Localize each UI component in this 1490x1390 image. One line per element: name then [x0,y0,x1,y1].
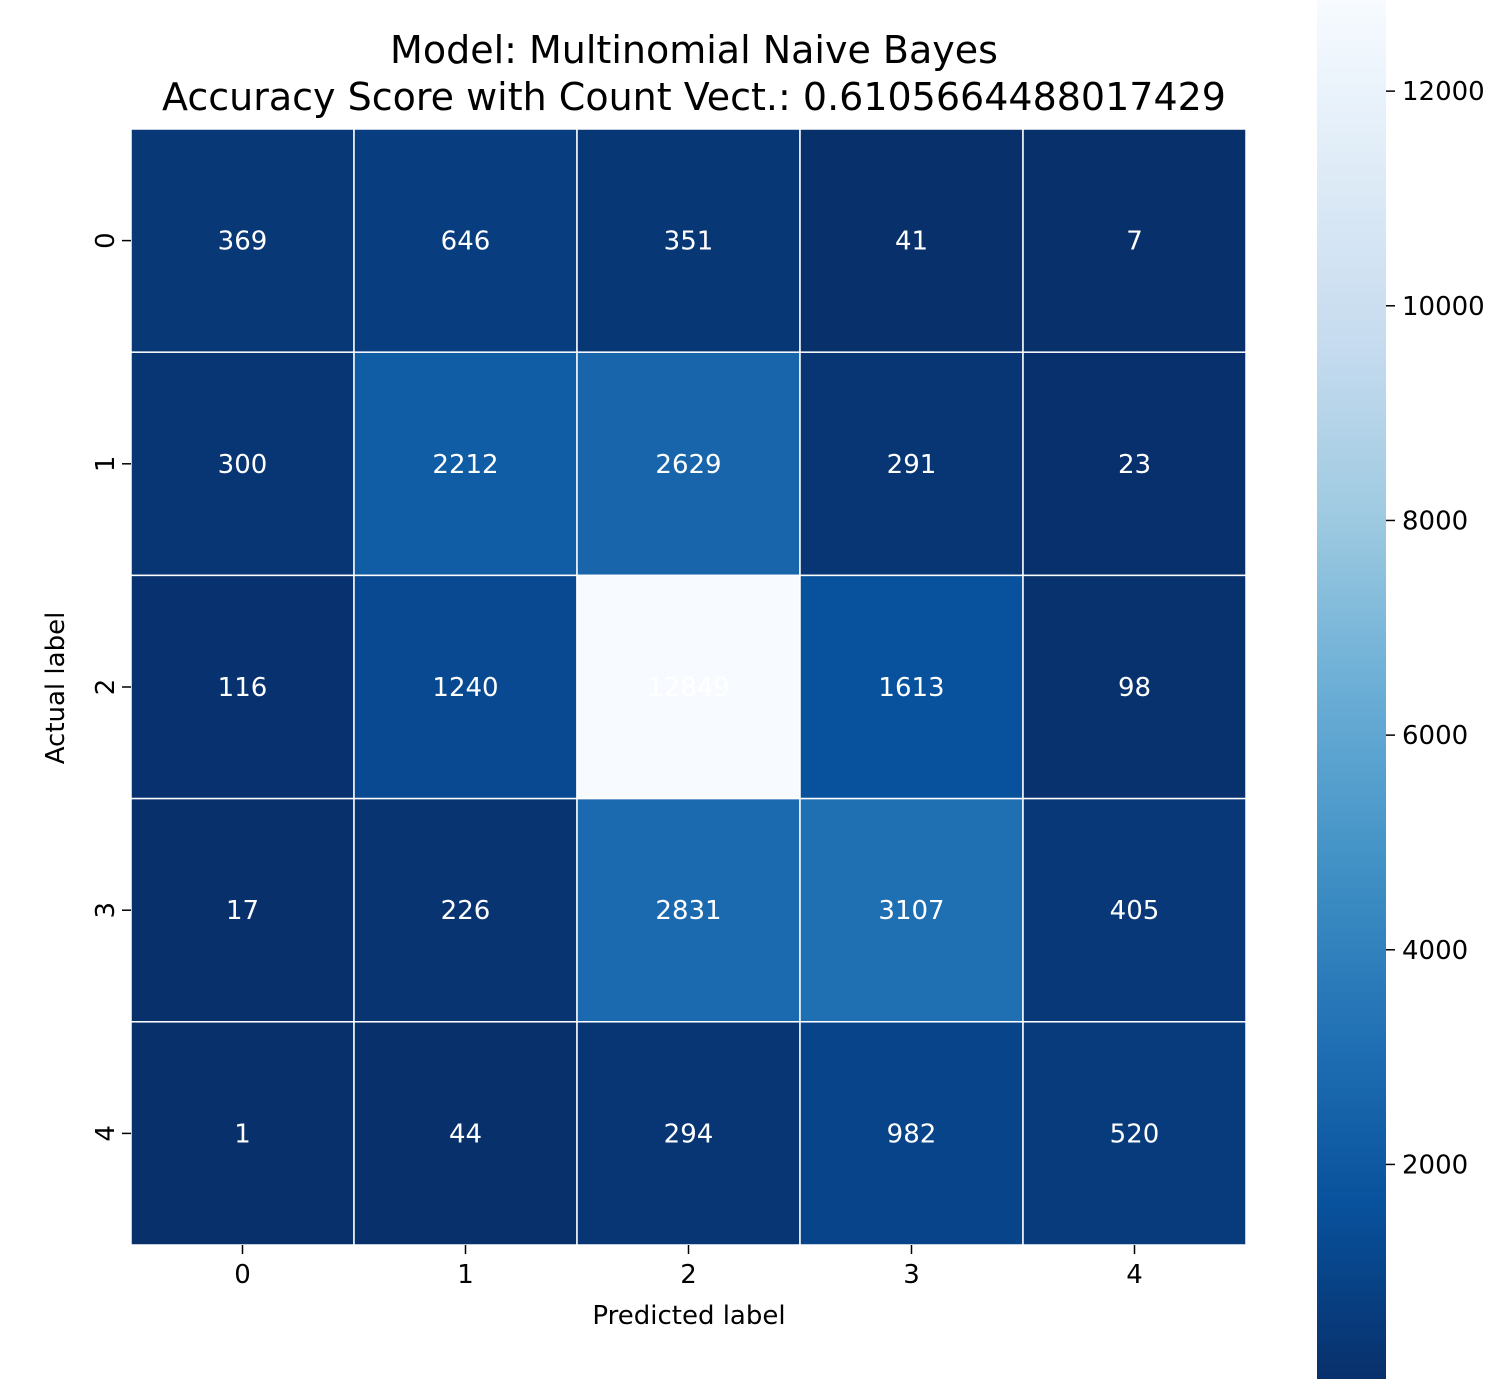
colorbar-tick-label-6000: 6000 [1402,721,1468,751]
cell-value-r3-c0: 17 [226,896,259,926]
chart-title-line-2: Accuracy Score with Count Vect.: 0.61056… [162,75,1226,119]
y-tick-label-4: 4 [91,1125,121,1142]
heatmap-cell-r3-c1 [353,797,578,1023]
x-tick-label-3: 3 [903,1260,920,1290]
cell-value-r1-c0: 300 [218,450,268,480]
heatmap-cell-r0-c2 [576,128,801,353]
cell-value-r3-c4: 405 [1110,896,1160,926]
y-axis-label: Actual label [41,612,71,765]
cell-value-r0-c4: 7 [1126,227,1143,257]
heatmap-cell-r3-c2 [576,797,801,1023]
cell-value-r1-c2: 2629 [655,450,721,480]
heatmap-cell-r3-c4 [1022,797,1247,1023]
heatmap-cell-r0-c3 [799,128,1024,353]
x-axis-label: Predicted label [592,1301,785,1331]
y-tick-label-3: 3 [91,902,121,919]
cell-value-r2-c3: 1613 [878,673,944,703]
cell-value-r0-c3: 41 [895,227,928,257]
heatmap-cell-r1-c2 [576,351,801,577]
colorbar-tick-label-12000: 12000 [1402,77,1485,107]
x-tick-label-1: 1 [457,1260,474,1290]
cell-value-r4-c0: 1 [234,1119,251,1149]
heatmap-cell-labels: 369 646 351 41 7 300 2212 2629 291 23 116 1240 12849… [218,227,1160,1150]
y-tick-label-1: 1 [91,456,121,473]
cell-value-r2-c1: 1240 [432,673,498,703]
x-tick-label-0: 0 [234,1260,251,1290]
y-tick-label-2: 2 [91,679,121,696]
heatmap-cell-r2-c1 [353,574,578,800]
cell-value-r4-c2: 294 [664,1119,714,1149]
heatmap-cell-r4-c2 [576,1021,801,1246]
heatmap-cell-r2-c2 [576,574,801,800]
y-tick-label-0: 0 [91,232,121,249]
colorbar-tick-label-4000: 4000 [1402,936,1468,966]
cell-value-r0-c2: 351 [664,227,714,257]
cell-value-r4-c1: 44 [449,1119,482,1149]
cell-value-r4-c4: 520 [1110,1119,1160,1149]
cell-value-r2-c2: 12849 [647,673,730,703]
cell-value-r3-c3: 3107 [878,896,944,926]
heatmap-cell-r1-c0 [130,351,355,577]
x-tick-label-2: 2 [680,1260,697,1290]
cell-value-r1-c4: 23 [1118,450,1151,480]
y-axis-ticks: 0 1 2 3 4 [91,232,131,1142]
cell-value-r4-c3: 982 [887,1119,937,1149]
heatmap-cell-r1-c4 [1022,351,1247,577]
cell-value-r2-c4: 98 [1118,673,1151,703]
cell-value-r2-c0: 116 [218,673,268,703]
heatmap-cell-r2-c4 [1022,574,1247,800]
cell-value-r1-c1: 2212 [432,450,498,480]
x-axis-ticks: 0 1 2 3 4 [234,1245,1143,1290]
heatmap-cell-r4-c1 [353,1021,578,1246]
cell-value-r1-c3: 291 [887,450,937,480]
x-tick-label-4: 4 [1126,1260,1143,1290]
heatmap-cell-r0-c4 [1022,128,1247,353]
colorbar-tick-label-8000: 8000 [1402,506,1468,536]
heatmap-cell-r1-c1 [353,351,578,577]
cell-value-r3-c1: 226 [441,896,491,926]
chart-title-line-1: Model: Multinomial Naive Bayes [390,28,998,72]
heatmap-cell-r0-c0 [130,128,355,353]
cell-value-r0-c1: 646 [441,227,491,257]
colorbar-tick-label-10000: 10000 [1402,292,1485,322]
cell-value-r0-c0: 369 [218,227,268,257]
cell-value-r3-c2: 2831 [655,896,721,926]
heatmap-cell-r4-c0 [130,1021,355,1246]
heatmap-cell-r0-c1 [353,128,578,353]
heatmap-cell-r3-c3 [799,797,1024,1023]
heatmap-cell-r4-c4 [1022,1021,1247,1246]
colorbar-ticks: 2000 4000 6000 8000 10000 12000 [1386,77,1485,1180]
heatmap-cell-r2-c3 [799,574,1024,800]
colorbar [1317,0,1386,1379]
colorbar-tick-label-2000: 2000 [1402,1150,1468,1180]
heatmap-grid [130,128,1247,1246]
